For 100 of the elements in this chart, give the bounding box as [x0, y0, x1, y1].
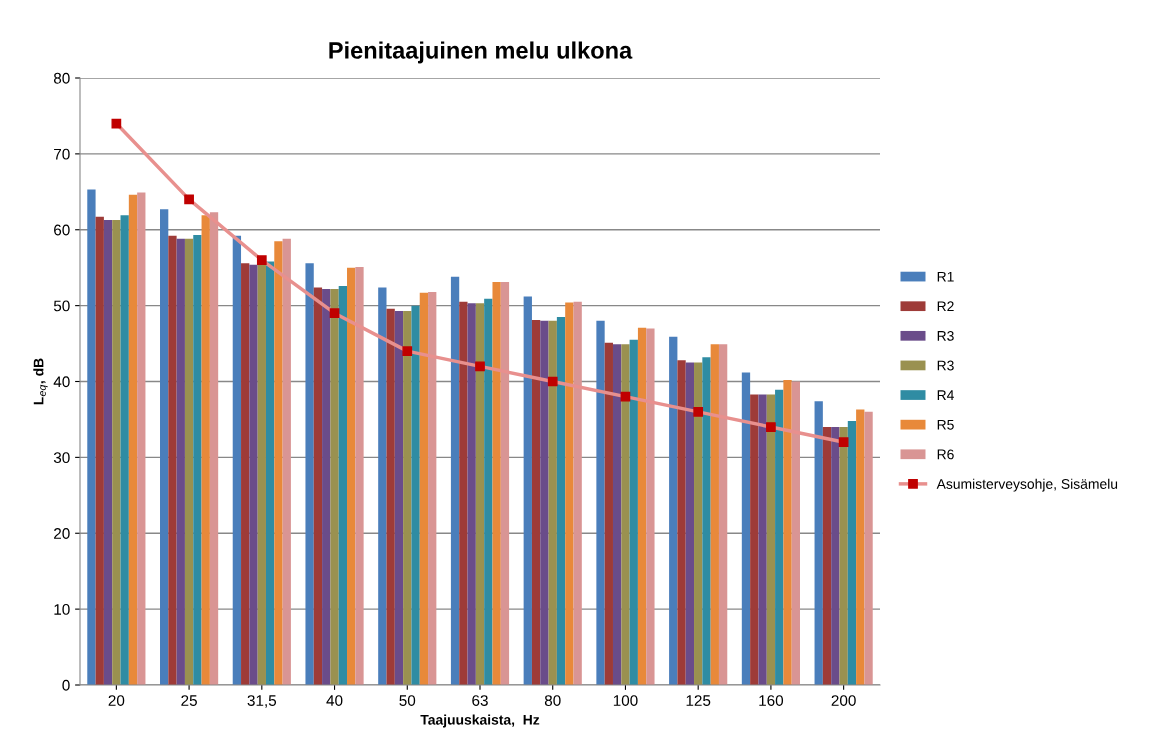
bar [475, 303, 485, 685]
bar [783, 379, 792, 685]
bar [394, 310, 404, 685]
bar [847, 420, 857, 685]
bar [428, 291, 437, 685]
x-tick-label: 125 [686, 695, 711, 706]
y-tick-label: 70 [54, 148, 70, 160]
bar [322, 288, 331, 685]
legend-label: Asumisterveysohje, Sisämelu [936, 478, 1118, 492]
bar [176, 238, 185, 685]
x-tick-label: 100 [613, 695, 638, 706]
bar [646, 328, 655, 685]
bar [241, 263, 250, 685]
bar [87, 189, 96, 685]
x-tick-label: 50 [399, 695, 416, 706]
bar [160, 209, 169, 685]
y-axis-title: L$_{eq}$, dB [33, 358, 48, 405]
bar [629, 339, 638, 685]
y-tick-label: 50 [53, 300, 70, 312]
bar [741, 372, 751, 685]
x-tick-label: 200 [831, 695, 856, 706]
bar [184, 238, 194, 685]
bar [265, 261, 275, 685]
legend-label: R1 [937, 271, 954, 282]
x-tick-label: 20 [108, 695, 125, 706]
bar [459, 301, 468, 685]
bar [419, 292, 429, 685]
bar [193, 235, 202, 685]
bar [864, 411, 873, 685]
bar [249, 264, 258, 685]
x-tick-label: 63 [472, 695, 488, 706]
x-axis-title: Taajuuskaista, Hz [420, 714, 540, 728]
bar [548, 320, 557, 685]
x-tick-label: 40 [326, 695, 343, 706]
bar [500, 282, 510, 685]
bar [274, 241, 283, 685]
x-tick-label: 31,5 [247, 695, 277, 708]
bar [604, 342, 613, 685]
bar [95, 216, 104, 685]
y-tick-label: 40 [53, 376, 70, 388]
bar [112, 219, 121, 685]
bar [612, 344, 622, 685]
bar [621, 344, 630, 685]
legend-label: R4 [937, 390, 954, 400]
bar [305, 263, 314, 685]
bar [467, 303, 476, 685]
bar [282, 238, 291, 685]
bar [856, 409, 865, 685]
bar [450, 276, 460, 685]
bar [758, 394, 767, 685]
bar [523, 296, 532, 685]
bar [669, 336, 678, 685]
bar [814, 401, 823, 685]
bar [492, 282, 501, 685]
bar [338, 285, 348, 685]
y-tick-label: 10 [54, 603, 70, 615]
bar [596, 320, 605, 685]
bar [313, 287, 323, 685]
bar [573, 301, 582, 685]
bar [822, 427, 832, 685]
bar [540, 320, 549, 685]
legend-label: R6 [937, 449, 954, 460]
bar [637, 327, 647, 685]
bar [718, 344, 728, 685]
y-tick-label: 30 [53, 452, 70, 464]
bar [201, 215, 210, 685]
bar [791, 381, 800, 685]
bar [750, 394, 759, 685]
bar [531, 320, 541, 685]
legend-label: R3 [937, 330, 954, 341]
y-tick-label: 80 [53, 72, 70, 84]
bar [257, 264, 266, 685]
bar [232, 235, 242, 685]
chart-title: Pienitaajuinen melu ulkona [329, 41, 633, 64]
legend-label: R3 [937, 360, 954, 371]
bar [839, 427, 848, 685]
x-tick-label: 160 [759, 695, 784, 706]
bar [556, 317, 566, 685]
bar [702, 357, 711, 685]
bar [120, 215, 129, 685]
y-tick-label: 20 [54, 528, 70, 539]
bar [484, 298, 493, 685]
bar [386, 308, 395, 685]
bar [347, 267, 356, 685]
legend-label: R2 [937, 301, 954, 312]
legend-label: R5 [937, 419, 954, 430]
bar [355, 266, 364, 685]
y-tick-label: 60 [54, 224, 70, 236]
bar [103, 219, 113, 685]
bar [831, 427, 840, 685]
bar [677, 360, 686, 685]
bar [128, 194, 138, 685]
bar [694, 362, 703, 685]
bar [685, 362, 695, 685]
bar [411, 305, 420, 685]
bar [403, 310, 412, 685]
bar [378, 287, 387, 685]
bar [168, 235, 177, 685]
bar [137, 192, 146, 685]
bar [330, 288, 339, 685]
